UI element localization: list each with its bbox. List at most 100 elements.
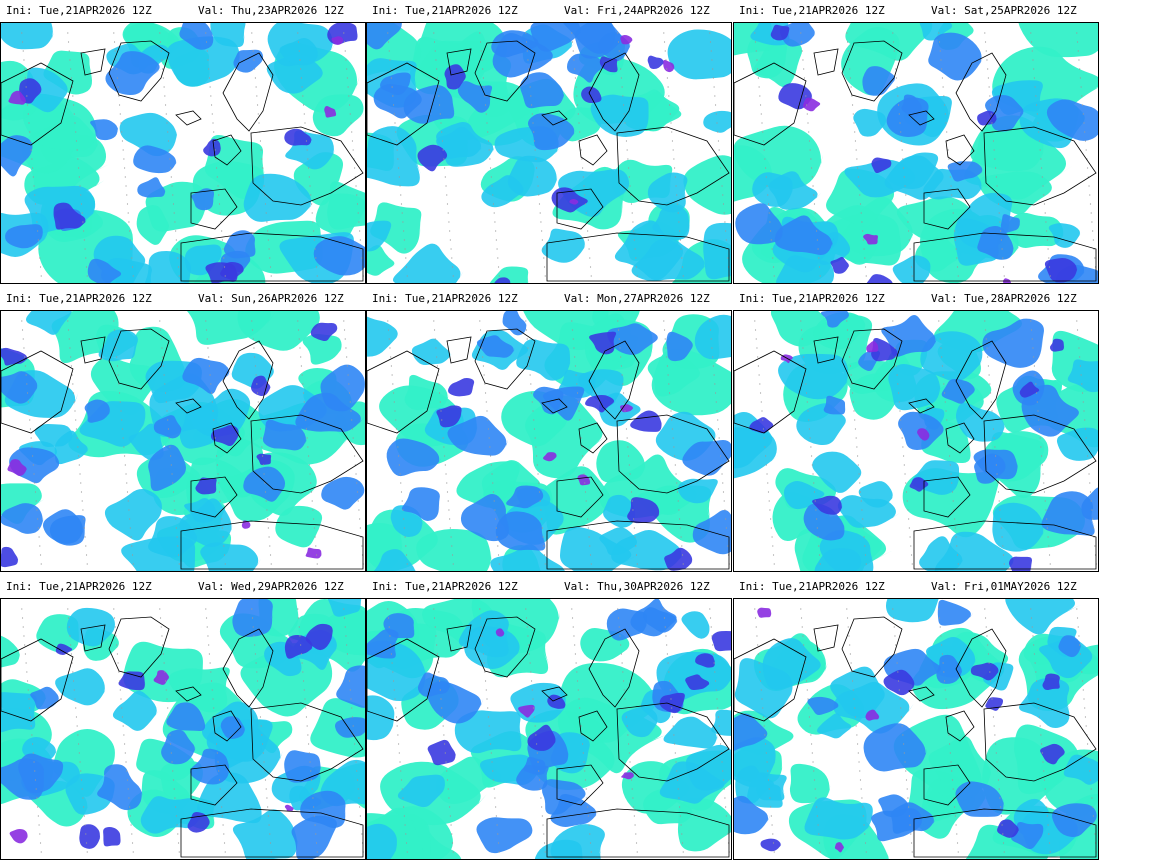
grid-dot [533,707,535,709]
grid-dot [308,176,310,178]
grid-dot [997,482,999,484]
grid-dot [212,410,214,412]
grid-dot [634,824,636,826]
coastline [367,638,440,722]
grid-dot [951,203,954,205]
grid-dot [756,347,758,349]
grid-dot [947,149,949,151]
coastline [616,126,730,206]
grid-dot [907,509,909,511]
grid-dot [68,338,70,340]
grid-dot [352,149,354,151]
grid-dot [767,203,770,205]
precip-area [1,503,44,534]
grid-dot [131,554,134,556]
grid-dot [176,536,178,538]
coastline [556,188,604,230]
grid-dot [67,329,70,331]
grid-dot [1076,329,1079,331]
grid-dot [126,203,129,205]
grid-dot [907,221,909,223]
grid-dot [314,536,316,538]
grid-dot [995,167,997,169]
coastline [734,350,807,434]
grid-dot [209,86,211,88]
grid-dot [266,221,268,223]
grid-dot [1079,644,1081,646]
grid-dot [40,563,42,565]
grid-dot [359,518,361,520]
grid-dot [810,734,812,736]
grid-dot [992,716,995,718]
precip-area [191,188,215,211]
grid-dot [755,338,757,340]
grid-dot [270,275,272,277]
grid-dot [715,113,717,115]
precip-area [1049,338,1065,352]
grid-dot [441,716,444,718]
grid-dot [533,140,536,142]
grid-dot [1079,653,1081,655]
precip-area [992,502,1046,552]
grid-dot [808,419,810,421]
grid-dot [861,221,863,223]
precip-area [866,340,879,353]
precip-area [136,205,171,245]
grid-dot [939,338,941,340]
grid-dot [768,212,770,214]
grid-dot [114,338,116,340]
coastlines [1,328,364,570]
grid-dot [530,671,532,673]
grid-dot [356,491,359,493]
grid-dot [1038,419,1040,421]
grid-dot [208,365,210,367]
grid-dot [398,167,400,169]
grid-dot [949,167,951,169]
grid-dot [167,140,170,142]
grid-dot [33,185,35,187]
grid-dot [254,653,256,655]
grid-dot [304,122,306,124]
grid-dot [528,653,530,655]
grid-dot [1083,122,1085,124]
grid-dot [254,77,256,79]
grid-dot [82,509,84,511]
grid-dot [402,509,404,511]
grid-dot [343,32,345,34]
precip-area [256,453,272,465]
grid-dot [580,725,582,727]
precip-area [863,723,927,772]
grid-dot [436,77,438,79]
grid-dot [680,248,682,250]
precip-area [886,599,939,623]
grid-dot [218,203,221,205]
grid-dot [315,833,317,835]
precip-area [667,29,731,80]
grid-dot [497,842,500,844]
grid-dot [989,392,992,394]
grid-dot [208,77,210,79]
grid-dot [525,329,528,331]
panel-header: Ini: Tue,21APR2026 12Z Val: Fri,24APR202… [366,0,732,22]
grid-dot [813,491,816,493]
grid-dot [714,392,717,394]
grid-dot [727,833,729,835]
precip-area [447,415,509,456]
grid-dot [487,131,489,133]
grid-dot [387,320,389,322]
grid-dot [813,779,816,781]
grid-dot [484,392,487,394]
grid-dot [399,185,401,187]
grid-dot [811,743,813,745]
precip-area [681,611,710,639]
grid-dot [492,779,495,781]
precip-area [1000,214,1020,233]
grid-dot [487,428,490,430]
grid-dot [1045,509,1047,511]
precip-area [1021,384,1084,437]
grid-dot [172,194,174,196]
grid-dot [903,743,905,745]
grid-dot [634,536,636,538]
grid-dot [622,680,625,682]
coastline [446,336,472,364]
